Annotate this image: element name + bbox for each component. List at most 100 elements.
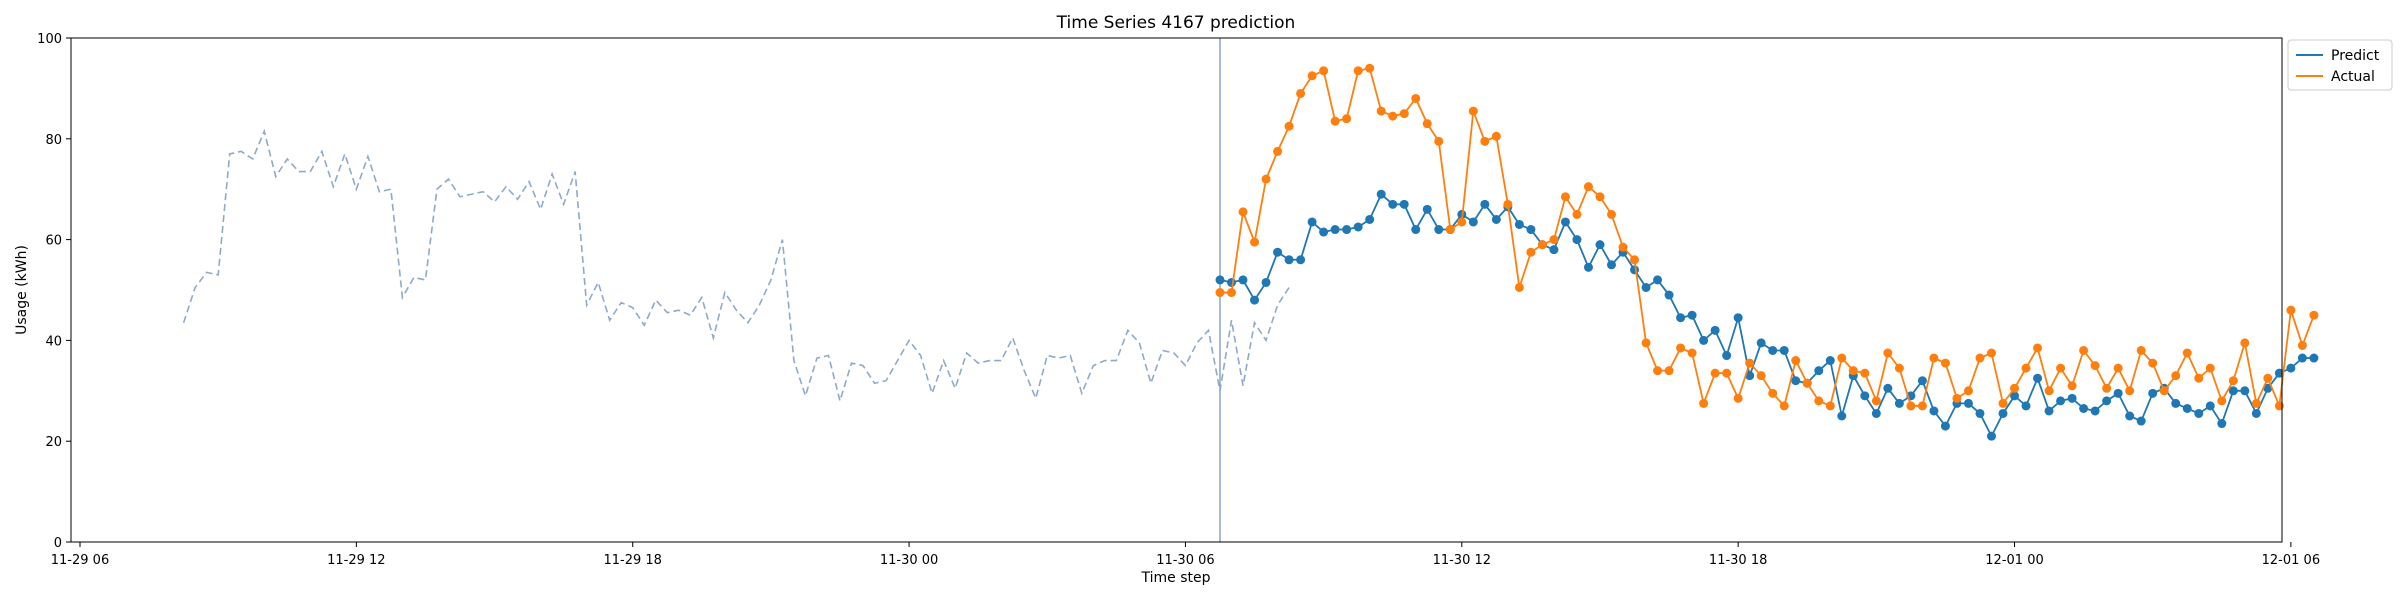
actual-point	[1940, 358, 1950, 368]
predict-point	[1307, 217, 1317, 227]
actual-point	[1837, 353, 1847, 363]
predict-point	[1814, 366, 1824, 376]
actual-point	[2079, 345, 2089, 355]
predict-point	[1583, 262, 1593, 272]
predict-point	[2182, 403, 2192, 413]
actual-point	[1330, 116, 1340, 126]
predict-point	[1319, 227, 1329, 237]
actual-point	[2159, 386, 2169, 396]
actual-series	[1215, 63, 2319, 411]
legend-predict-label: Predict	[2331, 48, 2380, 64]
actual-point	[2113, 363, 2123, 373]
predict-point	[1687, 310, 1697, 320]
predict-point	[1630, 265, 1640, 275]
actual-point	[1215, 288, 1225, 298]
actual-point	[1860, 368, 1870, 378]
actual-point	[1664, 366, 1674, 376]
actual-point	[2274, 401, 2284, 411]
actual-point	[1376, 106, 1386, 116]
predict-point	[2171, 398, 2181, 408]
predict-point	[1641, 282, 1651, 292]
predict-point	[1342, 225, 1352, 235]
x-axis: 11-29 06 11-29 12 11-29 18 11-30 00 11-30 06…	[51, 542, 2320, 568]
predict-point	[1330, 225, 1340, 235]
predict-point	[1745, 371, 1755, 381]
actual-point	[1307, 71, 1317, 81]
actual-point	[1733, 393, 1743, 403]
actual-point	[1388, 111, 1398, 121]
predict-point	[1940, 421, 1950, 431]
actual-point	[1975, 353, 1985, 363]
predict-point	[1296, 255, 1306, 265]
legend: Predict Actual	[2287, 39, 2393, 91]
actual-point	[1618, 242, 1628, 252]
actual-point	[1457, 217, 1467, 227]
actual-point	[2090, 361, 2100, 371]
actual-point	[2033, 343, 2043, 353]
actual-point	[1537, 240, 1547, 250]
y-tick-label: 100	[37, 32, 62, 47]
predict-point	[2056, 396, 2066, 406]
actual-point	[1802, 378, 1812, 388]
x-tick-label: 11-29 18	[603, 553, 661, 568]
actual-point	[1353, 66, 1363, 76]
predict-point	[1756, 338, 1766, 348]
predict-point	[1894, 398, 1904, 408]
actual-point	[2044, 386, 2054, 396]
actual-point	[1745, 358, 1755, 368]
predict-point	[1514, 219, 1524, 229]
predict-point	[1837, 411, 1847, 421]
predict-point	[1860, 391, 1870, 401]
predict-point	[2021, 401, 2031, 411]
actual-point	[1768, 388, 1778, 398]
actual-point	[1583, 182, 1593, 192]
actual-point	[2125, 386, 2135, 396]
predict-point	[2297, 353, 2307, 363]
predict-point	[1273, 247, 1283, 257]
actual-point	[1422, 119, 1432, 129]
actual-point	[1399, 109, 1409, 119]
predict-point	[1365, 214, 1375, 224]
actual-point	[1319, 66, 1329, 76]
actual-point	[1284, 121, 1294, 131]
legend-actual-label: Actual	[2331, 69, 2375, 85]
plot-frame	[70, 37, 2283, 543]
predict-point	[2228, 386, 2238, 396]
predict-point	[1653, 275, 1663, 285]
x-tick-label: 11-29 12	[327, 553, 385, 568]
predict-point	[1526, 225, 1536, 235]
y-axis-label: Usage (kWh)	[14, 245, 30, 335]
actual-point	[1480, 136, 1490, 146]
actual-point	[1434, 136, 1444, 146]
actual-point	[2102, 383, 2112, 393]
predict-point	[1399, 199, 1409, 209]
x-tick-label: 11-30 12	[1433, 553, 1491, 568]
actual-point	[1998, 398, 2008, 408]
predict-point	[1434, 225, 1444, 235]
predict-point	[1595, 240, 1605, 250]
history-series	[182, 128, 1290, 404]
actual-point	[1710, 368, 1720, 378]
predict-point	[1733, 313, 1743, 323]
actual-point	[2182, 348, 2192, 358]
x-tick-label: 12-01 00	[1985, 553, 2043, 568]
predict-point	[1929, 406, 1939, 416]
predict-point	[1560, 217, 1570, 227]
predict-point	[2136, 416, 2146, 426]
y-tick-label: 80	[45, 133, 62, 148]
predict-point	[2251, 408, 2261, 418]
actual-point	[2228, 376, 2238, 386]
actual-point	[1986, 348, 1996, 358]
predict-series	[1215, 189, 2319, 441]
actual-point	[1848, 366, 1858, 376]
actual-point	[1653, 366, 1663, 376]
actual-point	[1641, 338, 1651, 348]
actual-point	[2297, 340, 2307, 350]
predict-point	[1664, 290, 1674, 300]
predict-point	[1491, 214, 1501, 224]
predict-point	[2010, 391, 2020, 401]
x-tick-label: 11-30 00	[880, 553, 938, 568]
actual-point	[1883, 348, 1893, 358]
predict-point	[1986, 431, 1996, 441]
